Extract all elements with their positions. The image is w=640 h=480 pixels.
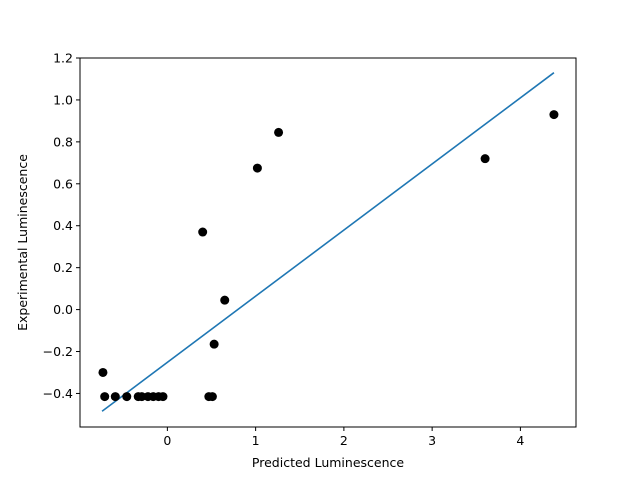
- data-point: [209, 339, 219, 349]
- data-point: [220, 295, 230, 305]
- x-tick-label: 4: [516, 433, 524, 448]
- data-point: [137, 392, 147, 402]
- x-tick-label: 3: [428, 433, 436, 448]
- data-point: [480, 154, 490, 164]
- x-tick-label: 1: [252, 433, 260, 448]
- data-point: [98, 367, 108, 377]
- y-tick-label: −0.4: [43, 386, 73, 401]
- y-tick-label: 0.0: [53, 302, 73, 317]
- data-point: [100, 392, 110, 402]
- y-axis: −0.4 −0.2 0.0 0.2 0.4 0.6 0.8 1.0 1.2: [43, 51, 80, 401]
- data-point: [110, 392, 120, 402]
- x-tick-label: 0: [163, 433, 171, 448]
- data-point: [274, 127, 284, 137]
- y-tick-label: 0.2: [53, 260, 73, 275]
- data-point: [207, 392, 217, 402]
- x-axis: 0 1 2 3 4: [163, 427, 524, 448]
- data-point: [252, 163, 262, 173]
- y-tick-label: 1.0: [53, 92, 73, 107]
- y-tick-label: 1.2: [53, 51, 73, 66]
- y-tick-label: −0.2: [43, 344, 73, 359]
- data-point: [198, 227, 208, 237]
- y-tick-label: 0.6: [53, 176, 73, 191]
- data-point: [158, 392, 168, 402]
- y-tick-label: 0.8: [53, 134, 73, 149]
- x-tick-label: 2: [340, 433, 348, 448]
- y-axis-label: Experimental Luminescence: [15, 154, 30, 331]
- axes-frame: [79, 57, 577, 428]
- x-axis-label: Predicted Luminescence: [252, 455, 404, 470]
- data-point: [549, 110, 559, 120]
- y-tick-label: 0.4: [53, 218, 73, 233]
- data-point: [122, 392, 132, 402]
- plot-area: [98, 72, 559, 412]
- fit-line: [101, 72, 555, 412]
